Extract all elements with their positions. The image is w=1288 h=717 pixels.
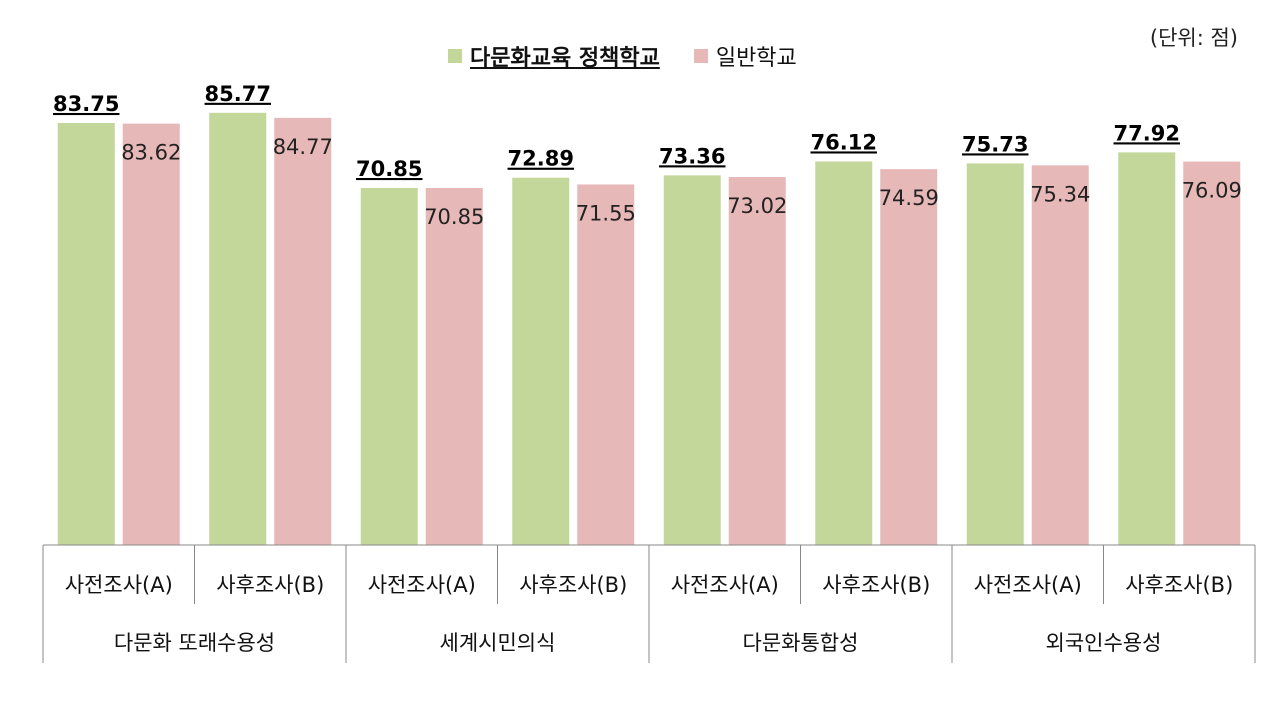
data-label-series-a: 85.77 [205, 82, 271, 106]
bar-series-a [512, 177, 570, 546]
group-label: 다문화 또래수용성 [114, 631, 275, 655]
bar-series-b [274, 117, 332, 546]
bar-series-b [1183, 161, 1241, 545]
bar-series-a [360, 187, 418, 545]
legend: 다문화교육 정책학교 일반학교 [448, 40, 831, 72]
legend-item-series-b: 일반학교 [693, 40, 797, 72]
data-label-series-b: 76.09 [1182, 179, 1242, 203]
data-label-series-b: 71.55 [576, 201, 636, 225]
bar-series-a [1118, 152, 1176, 545]
bar-series-a [209, 112, 267, 546]
category-label: 사후조사(B) [216, 573, 324, 597]
bar-series-a [815, 161, 873, 545]
data-label-series-b: 70.85 [424, 205, 484, 229]
legend-label-series-a: 다문화교육 정책학교 [470, 46, 660, 71]
bar-series-b [425, 187, 483, 545]
category-label: 사후조사(B) [1125, 573, 1233, 597]
group-label: 외국인수용성 [1046, 631, 1162, 655]
category-label: 사전조사(A) [368, 573, 476, 597]
data-label-series-b: 74.59 [879, 186, 939, 210]
legend-swatch-series-a [448, 49, 462, 63]
data-label-series-a: 72.89 [508, 147, 574, 171]
category-label: 사전조사(A) [671, 573, 779, 597]
data-label-series-b: 84.77 [273, 135, 333, 159]
data-label-series-a: 77.92 [1114, 121, 1180, 145]
data-label-series-a: 76.12 [811, 130, 877, 154]
data-label-series-a: 83.75 [53, 92, 119, 116]
category-label: 사후조사(B) [519, 573, 627, 597]
bar-series-a [966, 163, 1024, 545]
group-label: 세계시민의식 [440, 631, 556, 655]
data-label-series-a: 75.73 [962, 132, 1028, 156]
category-label: 사전조사(A) [974, 573, 1082, 597]
data-label-series-b: 75.34 [1030, 182, 1090, 206]
bar-series-b [1031, 165, 1089, 545]
legend-swatch-series-b [693, 49, 708, 63]
group-label: 다문화통합성 [743, 631, 859, 655]
legend-item-series-a: 다문화교육 정책학교 [448, 40, 660, 72]
bar-series-b [728, 177, 786, 545]
data-label-series-b: 73.02 [727, 194, 787, 218]
bar-series-b [880, 169, 938, 545]
bar-series-b [577, 184, 635, 546]
bar-series-b [122, 123, 180, 545]
bar-series-a [663, 175, 721, 545]
data-label-series-a: 70.85 [356, 157, 422, 181]
category-label: 사전조사(A) [65, 573, 173, 597]
legend-label-series-b: 일반학교 [715, 46, 797, 71]
data-label-series-b: 83.62 [121, 141, 181, 165]
data-label-series-a: 73.36 [659, 144, 725, 168]
bar-series-a [57, 122, 115, 545]
unit-note: (단위: 점) [1149, 26, 1238, 50]
category-label: 사후조사(B) [822, 573, 930, 597]
